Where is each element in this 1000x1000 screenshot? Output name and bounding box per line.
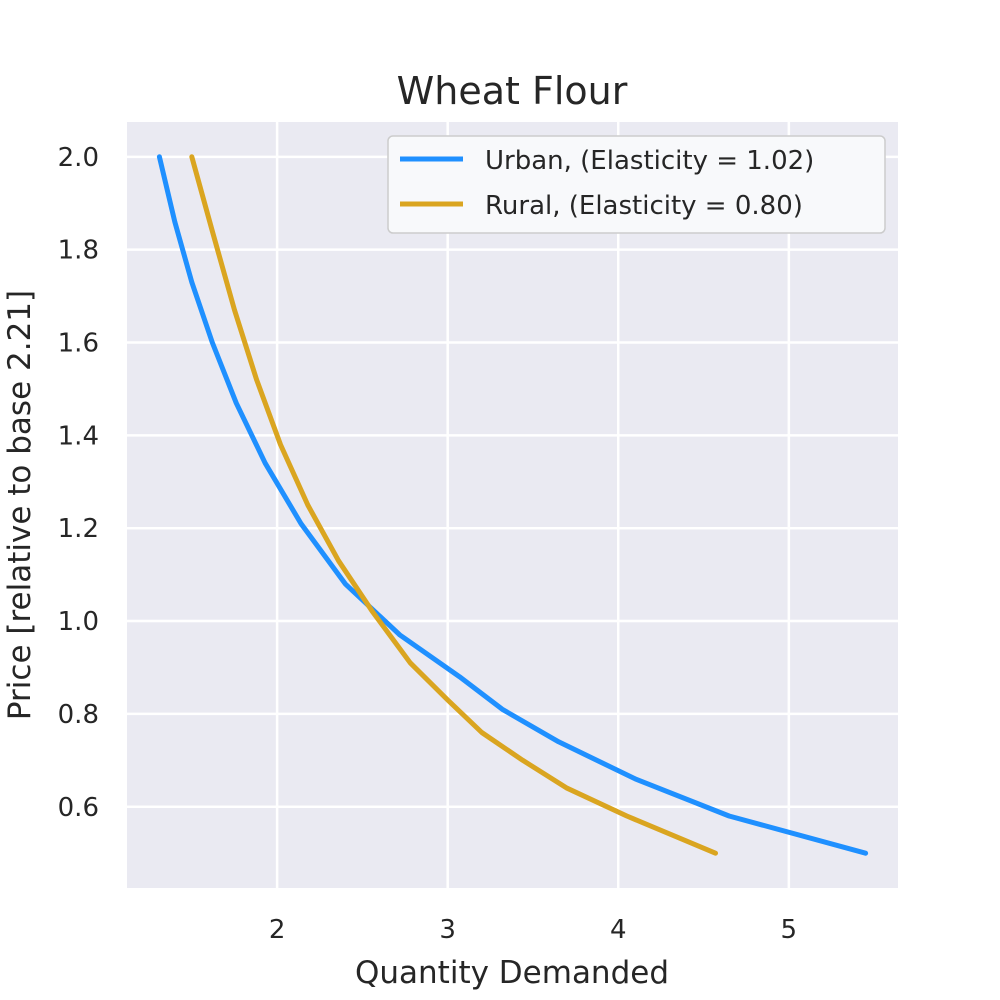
x-tick-labels: 2 3 4 5 <box>269 915 797 945</box>
y-tick-label: 1.0 <box>58 607 99 637</box>
legend-label-urban: Urban, (Elasticity = 1.02) <box>485 146 814 176</box>
x-tick-label: 4 <box>610 915 627 945</box>
series-line-rural <box>189 154 718 856</box>
y-tick-label: 1.4 <box>58 421 99 451</box>
plot-area <box>127 122 898 888</box>
x-tick-label: 3 <box>439 915 456 945</box>
legend-label-rural: Rural, (Elasticity = 0.80) <box>485 191 803 221</box>
series-layer <box>156 154 869 856</box>
y-tick-label: 2.0 <box>58 143 99 173</box>
series-line-urban <box>156 154 869 856</box>
x-tick-label: 2 <box>269 915 286 945</box>
chart-title: Wheat Flour <box>397 69 628 113</box>
y-axis-label: Price [relative to base 2.21] <box>2 290 38 720</box>
y-tick-label: 1.2 <box>58 514 99 544</box>
y-tick-label: 0.8 <box>58 700 99 730</box>
y-tick-label: 1.6 <box>58 329 99 359</box>
y-tick-label: 0.6 <box>58 793 99 823</box>
y-tick-label: 1.8 <box>58 236 99 266</box>
legend: Urban, (Elasticity = 1.02) Rural, (Elast… <box>387 135 886 234</box>
legend-box <box>387 135 886 234</box>
y-tick-labels: 0.6 0.8 1.0 1.2 1.4 1.6 1.8 2.0 <box>58 143 99 823</box>
x-tick-label: 5 <box>781 915 798 945</box>
x-axis-label: Quantity Demanded <box>355 955 669 991</box>
